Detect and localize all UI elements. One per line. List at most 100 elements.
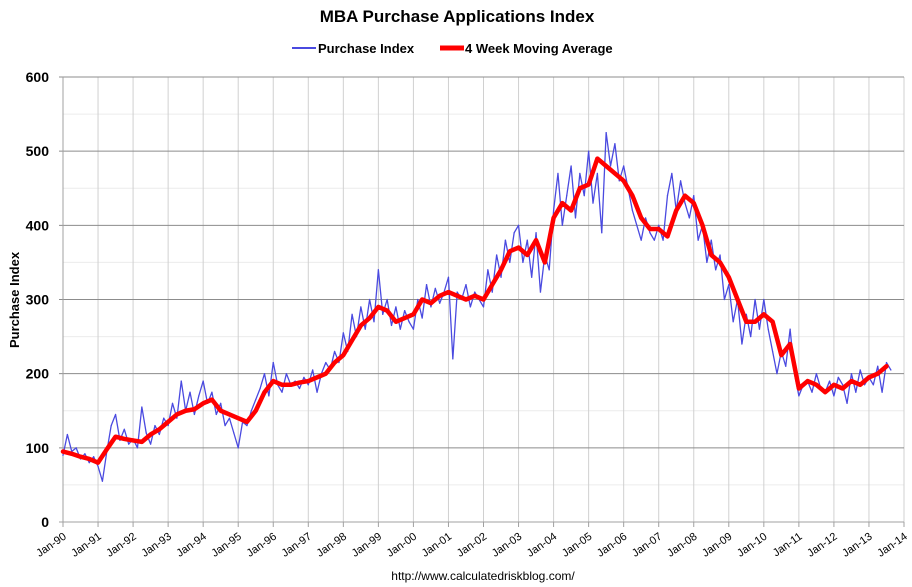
y-tick-label: 100	[26, 440, 50, 456]
data-point	[350, 338, 354, 342]
data-point	[728, 284, 730, 286]
data-point	[578, 186, 582, 190]
x-tick-label: Jan-13	[840, 531, 874, 560]
data-point	[744, 320, 748, 324]
data-point	[364, 328, 366, 330]
y-tick-label: 0	[41, 514, 49, 530]
data-point	[771, 320, 775, 324]
data-point	[719, 254, 721, 256]
data-point	[767, 328, 769, 330]
data-point	[776, 373, 778, 375]
x-tick-label: Jan-91	[69, 531, 103, 560]
data-point	[569, 209, 573, 212]
data-point	[455, 294, 459, 298]
data-point	[688, 217, 690, 219]
data-point	[846, 402, 848, 404]
data-point	[517, 246, 521, 250]
y-tick-label: 500	[26, 143, 50, 159]
data-point	[649, 232, 651, 234]
data-point	[324, 372, 328, 376]
data-point	[560, 201, 564, 205]
y-tick-label: 400	[26, 217, 50, 233]
data-point	[482, 306, 485, 308]
data-point	[198, 395, 200, 397]
data-point	[227, 412, 231, 416]
data-point	[723, 298, 726, 301]
data-point	[298, 381, 302, 385]
data-point	[788, 342, 792, 346]
data-point	[84, 453, 86, 455]
x-tick-label: Jan-10	[735, 531, 769, 560]
x-tick-label: Jan-14	[875, 531, 909, 560]
data-point	[566, 195, 568, 197]
x-tick-label: Jan-08	[665, 531, 699, 560]
data-point	[263, 373, 266, 375]
data-point	[280, 383, 284, 387]
data-point	[163, 417, 165, 419]
x-tick-label: Jan-94	[174, 531, 208, 560]
data-point	[180, 380, 182, 382]
data-point	[684, 202, 686, 204]
data-point	[246, 424, 248, 427]
data-point	[890, 369, 892, 371]
data-point	[710, 239, 712, 241]
data-point	[333, 361, 337, 365]
data-point	[167, 424, 169, 427]
data-point	[421, 317, 423, 319]
data-point	[763, 298, 765, 301]
data-point	[411, 312, 415, 316]
data-point	[601, 232, 603, 234]
data-point	[254, 409, 258, 413]
data-point	[753, 320, 757, 324]
data-point	[420, 298, 424, 301]
data-point	[399, 328, 401, 330]
legend-label-purchase-index: Purchase Index	[318, 41, 415, 56]
data-point	[609, 165, 612, 167]
data-point	[674, 209, 678, 212]
data-point	[171, 402, 174, 404]
data-point	[438, 294, 442, 298]
data-point	[386, 298, 388, 301]
data-point	[727, 275, 731, 279]
x-tick-label: Jan-05	[560, 531, 594, 560]
x-tick-label: Jan-07	[630, 531, 664, 560]
data-point	[680, 180, 682, 182]
x-tick-label: Jan-11	[771, 531, 805, 560]
data-point	[237, 447, 239, 449]
data-point	[657, 227, 661, 231]
grid	[59, 76, 905, 523]
data-point	[359, 323, 363, 327]
data-point	[798, 395, 800, 397]
data-point	[87, 457, 91, 461]
data-point	[754, 298, 756, 301]
data-point	[316, 391, 318, 393]
data-point	[140, 440, 144, 444]
data-point	[114, 413, 117, 416]
data-point	[522, 261, 524, 264]
data-point	[268, 395, 270, 397]
data-point	[504, 239, 507, 241]
x-tick-label: Jan-98	[315, 531, 349, 560]
data-point	[430, 306, 432, 308]
x-tick-label: Jan-06	[595, 531, 629, 560]
data-point	[762, 312, 766, 316]
data-point	[499, 268, 503, 272]
data-point	[128, 443, 130, 445]
data-point	[368, 316, 372, 320]
data-point	[706, 261, 708, 264]
data-point	[644, 217, 647, 219]
data-point	[245, 420, 249, 424]
data-point	[604, 164, 608, 168]
x-tick-label: Jan-96	[245, 531, 279, 560]
data-point	[145, 432, 147, 434]
data-point	[285, 373, 287, 375]
data-point	[149, 432, 153, 436]
data-point	[614, 143, 616, 145]
data-point	[259, 387, 261, 390]
data-point	[88, 462, 90, 464]
y-axis-title: Purchase Index	[7, 251, 22, 348]
data-point	[369, 298, 371, 301]
data-point	[360, 306, 362, 308]
x-tick-label: Jan-01	[420, 531, 454, 560]
data-point	[189, 391, 191, 393]
